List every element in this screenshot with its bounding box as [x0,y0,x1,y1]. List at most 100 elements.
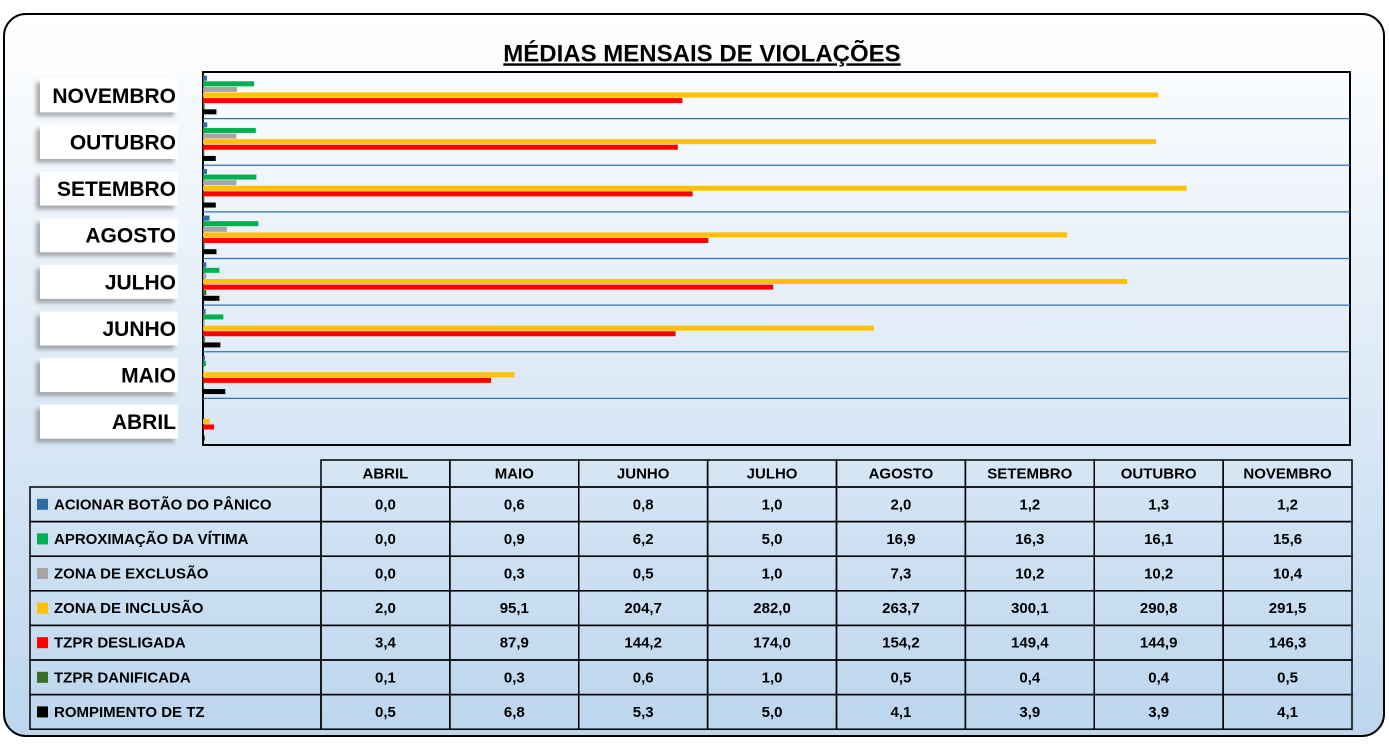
table-value: 2,0 [891,496,912,513]
table-value: 0,0 [375,531,396,548]
bar [203,221,258,226]
legend-key [37,568,48,579]
legend-key [37,706,48,717]
table-value: 0,4 [1148,669,1170,686]
bar [203,244,205,249]
chart-title: MÉDIAS MENSAIS DE VIOLAÇÕES [503,39,900,67]
legend-label: APROXIMAÇÃO DA VÍTIMA [54,530,249,548]
y-tick-label: AGOSTO [85,225,176,248]
bar [203,238,708,243]
table-value: 7,3 [891,565,912,582]
legend-label: TZPR DESLIGADA [54,635,186,652]
bar [203,76,207,81]
bar [203,309,206,314]
table-value: 0,5 [633,565,654,582]
table-value: 204,7 [624,600,662,617]
bar [203,273,206,278]
table-header: ABRIL [363,465,409,482]
bar [203,326,874,331]
table-value: 95,1 [500,600,529,617]
bar [203,378,491,383]
bar [203,232,1067,237]
table-value: 5,3 [633,704,654,721]
table-value: 174,0 [753,635,791,652]
bar [203,169,207,174]
legend-key [37,672,48,683]
bar [203,355,205,360]
table-value: 10,2 [1144,565,1173,582]
y-tick-label: MAIO [121,365,176,388]
table-value: 0,1 [375,669,396,686]
bar [203,122,207,127]
bar [203,216,210,221]
bar [203,389,225,394]
table-value: 1,2 [1277,496,1298,513]
table-value: 0,0 [375,565,396,582]
table-value: 16,1 [1144,531,1173,548]
table-value: 0,4 [1019,669,1041,686]
table-header: SETEMBRO [987,465,1072,482]
bar [203,268,219,273]
bar [203,203,216,208]
table-header: MAIO [495,465,534,482]
table-header: NOVEMBRO [1243,465,1332,482]
table-value: 144,9 [1140,635,1178,652]
table-value: 3,4 [375,635,397,652]
bar [203,279,1127,284]
table-value: 290,8 [1140,600,1178,617]
bar [203,372,515,377]
table-value: 15,6 [1273,531,1302,548]
bar [203,134,236,139]
y-tick-label: NOVEMBRO [52,85,176,108]
table-header: JUNHO [617,465,670,482]
table-value: 1,0 [762,496,783,513]
bar [203,145,678,150]
bar [203,186,1186,191]
table-header: JULHO [747,465,798,482]
bar [203,436,205,441]
table-value: 10,4 [1273,565,1303,582]
table-value: 87,9 [500,635,529,652]
table-value: 3,9 [1148,704,1169,721]
table-value: 10,2 [1015,565,1044,582]
bar [203,109,216,114]
legend-key [37,603,48,614]
table-value: 282,0 [753,600,791,617]
bar [203,128,256,133]
bar [203,197,204,202]
bar [203,290,206,295]
table-value: 6,8 [504,704,525,721]
y-tick-label: SETEMBRO [57,178,176,201]
bar [203,87,237,92]
bar [203,191,693,196]
table-value: 6,2 [633,531,654,548]
bar [203,81,254,86]
bar [203,424,214,429]
bar [203,419,210,424]
table-value: 16,3 [1015,531,1044,548]
bar [203,104,205,109]
bar [203,285,773,290]
bar [203,150,204,155]
bar [203,331,676,336]
bar [203,296,219,301]
table-header: AGOSTO [869,465,934,482]
table-value: 154,2 [882,635,920,652]
bar [203,139,1156,144]
table-value: 5,0 [762,531,783,548]
bar [203,156,216,161]
bar [203,180,236,185]
table-value: 300,1 [1011,600,1049,617]
legend-label: ACIONAR BOTÃO DO PÂNICO [54,495,272,513]
legend-label: ZONA DE INCLUSÃO [54,599,204,617]
bar [203,367,204,372]
table-value: 4,1 [1277,704,1298,721]
bar [203,227,227,232]
table-value: 0,3 [504,669,525,686]
bar [203,342,220,347]
table-value: 16,9 [886,531,915,548]
table-value: 144,2 [624,635,662,652]
table-value: 0,6 [504,496,525,513]
